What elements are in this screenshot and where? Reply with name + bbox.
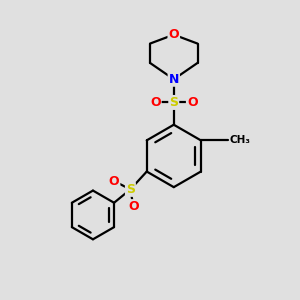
Text: O: O xyxy=(150,96,161,109)
Text: S: S xyxy=(126,183,135,196)
Text: O: O xyxy=(187,96,197,109)
Text: N: N xyxy=(169,73,179,86)
Text: CH₃: CH₃ xyxy=(229,135,250,145)
Text: O: O xyxy=(128,200,139,213)
Text: O: O xyxy=(109,175,119,188)
Text: O: O xyxy=(169,28,179,41)
Text: S: S xyxy=(169,96,178,109)
